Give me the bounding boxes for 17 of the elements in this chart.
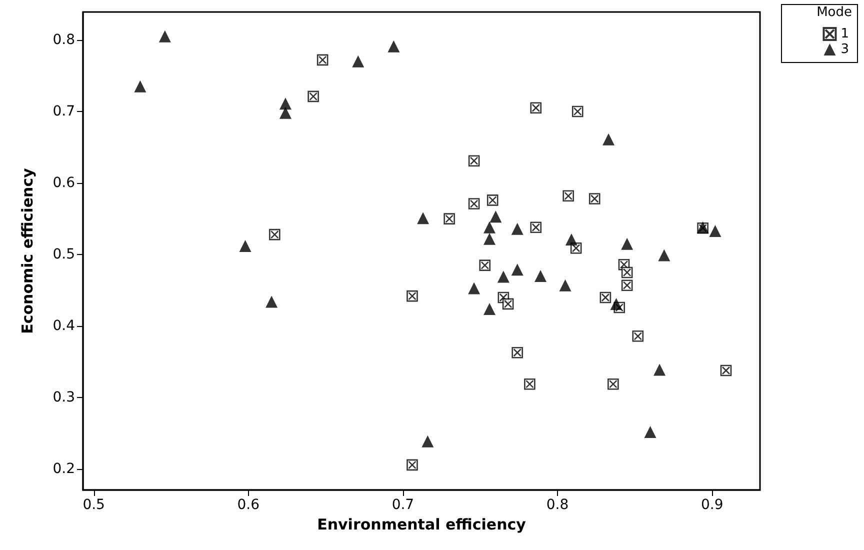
x-tick-label: 0.8: [546, 497, 569, 513]
x-tick-label: 0.6: [237, 497, 260, 513]
y-tick-label: 0.2: [52, 461, 75, 478]
y-tick-label: 0.4: [52, 318, 76, 334]
legend-label: 1: [840, 26, 850, 42]
y-tick-label: 0.3: [52, 390, 75, 406]
legend-title: Mode: [816, 5, 852, 20]
y-tick-label: 0.5: [52, 246, 75, 263]
y-tick-label: 0.6: [52, 175, 76, 192]
y-tick-label: 0.7: [52, 103, 75, 120]
x-tick-label: 0.9: [700, 497, 724, 513]
y-axis-title: Economic efficiency: [18, 168, 36, 334]
y-tick-label: 0.8: [52, 32, 75, 48]
x-tick-label: 0.5: [82, 497, 105, 513]
legend-label: 3: [840, 42, 850, 57]
x-tick-label: 0.7: [392, 497, 414, 513]
x-axis-title: Environmental efficiency: [317, 515, 526, 534]
